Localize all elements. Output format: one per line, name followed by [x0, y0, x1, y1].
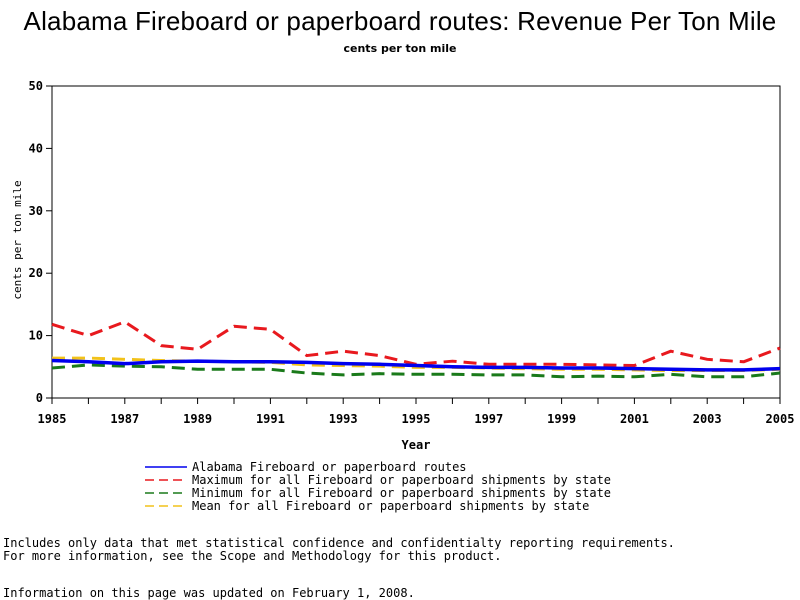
legend-swatch [145, 505, 187, 507]
legend-label: Minimum for all Fireboard or paperboard … [192, 486, 612, 500]
y-tick-label: 10 [29, 329, 43, 343]
legend-swatch [145, 479, 187, 481]
chart-title: Alabama Fireboard or paperboard routes: … [23, 6, 777, 36]
footnote-methodology: For more information, see the Scope and … [3, 549, 502, 563]
series-line-2 [51, 363, 781, 379]
y-tick-label: 20 [29, 266, 43, 280]
x-tick-label: 1991 [256, 412, 285, 426]
x-axis-label: Year [402, 438, 431, 452]
y-tick-label: 50 [29, 79, 43, 93]
line-chart: 0 10 20 30 40 50 1985 1987 1989 1991 1993 1995 1997 1… [11, 79, 795, 452]
x-tick-label: 1995 [402, 412, 431, 426]
footnote-confidence: Includes only data that met statistical … [3, 536, 675, 550]
y-axis-label: cents per ton mile [11, 180, 24, 299]
chart-subtitle: cents per ton mile [343, 42, 457, 55]
x-tick-label: 1989 [183, 412, 212, 426]
legend-label: Mean for all Fireboard or paperboard shi… [192, 499, 590, 513]
y-tick-label: 0 [36, 391, 43, 405]
legend-swatch [145, 466, 187, 468]
x-tick-label: 2005 [766, 412, 795, 426]
x-tick-label: 1999 [547, 412, 576, 426]
legend-label: Maximum for all Fireboard or paperboard … [192, 473, 612, 487]
x-tick-label: 1987 [110, 412, 139, 426]
legend-swatch [145, 492, 187, 494]
series-line-4 [51, 358, 781, 372]
y-tick-label: 40 [29, 141, 43, 155]
legend-label: Alabama Fireboard or paperboard routes [192, 460, 467, 474]
x-tick-label: 2003 [693, 412, 722, 426]
x-tick-label: 1993 [329, 412, 358, 426]
x-tick-label: 1997 [474, 412, 503, 426]
y-tick-label: 30 [29, 204, 43, 218]
series-line-1 [51, 320, 781, 368]
x-tick-label: 2001 [620, 412, 649, 426]
footnote-updated: Information on this page was updated on … [3, 586, 415, 600]
x-tick-label: 1985 [38, 412, 67, 426]
